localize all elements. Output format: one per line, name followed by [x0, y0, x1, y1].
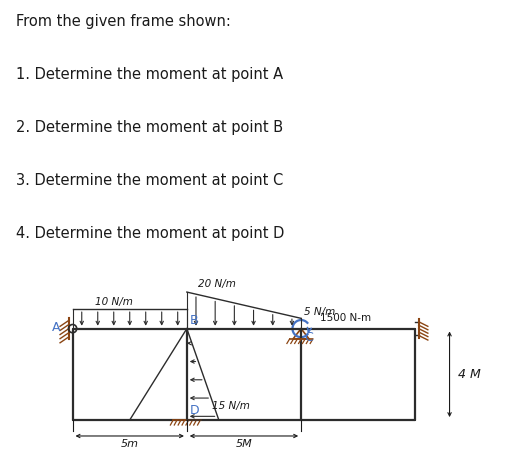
Text: From the given frame shown:: From the given frame shown:: [16, 14, 231, 29]
Text: C: C: [304, 331, 313, 344]
Text: 4 M: 4 M: [458, 368, 480, 381]
Text: 2. Determine the moment at point B: 2. Determine the moment at point B: [16, 120, 283, 135]
Text: 1. Determine the moment at point A: 1. Determine the moment at point A: [16, 67, 283, 82]
Text: 20 N/m: 20 N/m: [197, 279, 235, 290]
Text: 5 N/m: 5 N/m: [305, 307, 336, 317]
Text: A: A: [52, 321, 60, 334]
Text: 1500 N-m: 1500 N-m: [321, 313, 372, 323]
Text: 4. Determine the moment at point D: 4. Determine the moment at point D: [16, 226, 284, 241]
Text: D: D: [190, 403, 199, 417]
Text: 10 N/m: 10 N/m: [96, 297, 133, 307]
Text: B: B: [190, 314, 198, 327]
Text: 15 N/m: 15 N/m: [212, 401, 250, 411]
Text: 5M: 5M: [236, 439, 252, 449]
Text: 5m: 5m: [121, 439, 139, 449]
Text: 3. Determine the moment at point C: 3. Determine the moment at point C: [16, 173, 283, 188]
